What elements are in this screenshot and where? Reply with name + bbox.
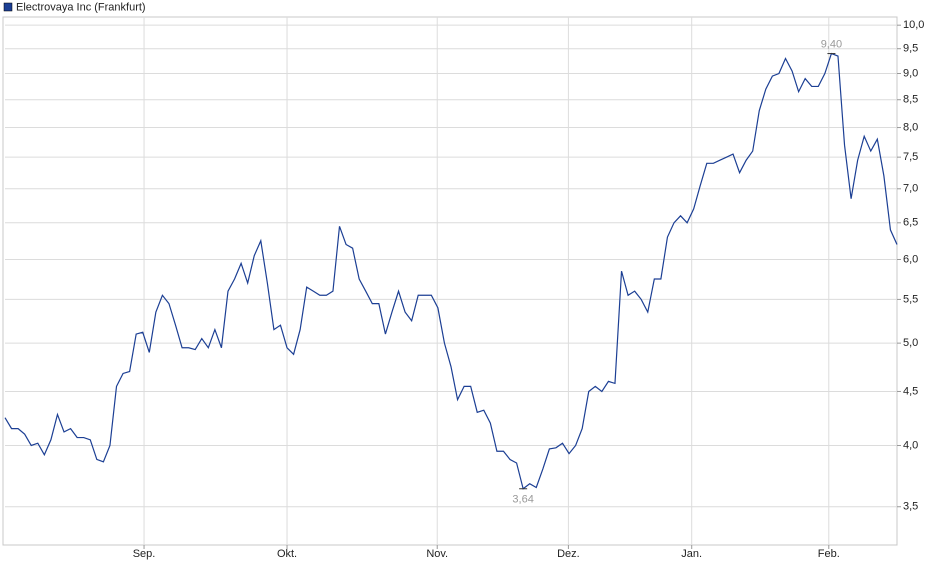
x-tick-label: Sep. xyxy=(133,548,156,560)
y-tick-label: 8,5 xyxy=(903,94,918,106)
x-tick-label: Jan. xyxy=(681,548,702,560)
y-tick-label: 3,5 xyxy=(903,501,918,513)
y-tick-label: 9,5 xyxy=(903,43,918,55)
y-tick-label: 4,0 xyxy=(903,439,918,451)
y-tick-label: 9,0 xyxy=(903,67,918,79)
y-tick-label: 10,0 xyxy=(903,19,924,31)
legend-swatch xyxy=(3,2,13,12)
y-tick-label: 5,0 xyxy=(903,337,918,349)
y-tick-label: 7,5 xyxy=(903,151,918,163)
x-tick-label: Nov. xyxy=(426,548,448,560)
y-tick-label: 8,0 xyxy=(903,121,918,133)
x-tick-label: Feb. xyxy=(818,548,840,560)
y-tick-label: 7,0 xyxy=(903,183,918,195)
legend-label: Electrovaya Inc (Frankfurt) xyxy=(16,1,146,13)
y-tick-label: 4,5 xyxy=(903,385,918,397)
y-tick-label: 5,5 xyxy=(903,293,918,305)
annotation: 3,64 xyxy=(512,494,533,506)
y-tick-label: 6,0 xyxy=(903,253,918,265)
annotation: 9,40 xyxy=(821,38,842,50)
plot-frame xyxy=(2,16,898,546)
x-tick-label: Dez. xyxy=(557,548,580,560)
price-line xyxy=(4,52,898,490)
x-tick-label: Okt. xyxy=(277,548,297,560)
y-tick-label: 6,5 xyxy=(903,217,918,229)
